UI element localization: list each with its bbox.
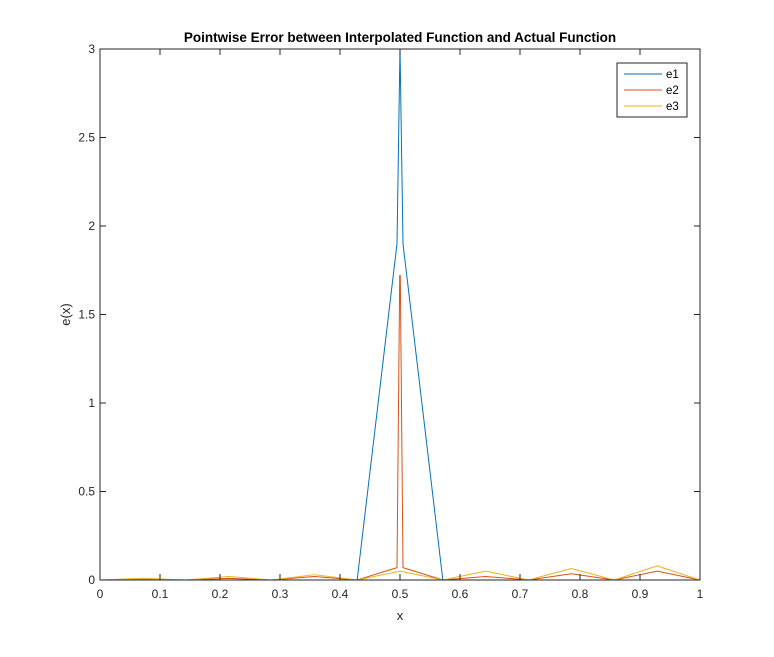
- x-tick-label: 0.3: [272, 587, 289, 601]
- y-axis-label: e(x): [58, 303, 73, 325]
- x-tick-label: 0.4: [332, 587, 349, 601]
- plot-area: [100, 49, 700, 580]
- x-tick-label: 0.5: [392, 587, 409, 601]
- x-tick-label: 0.6: [452, 587, 469, 601]
- y-tick-label: 0.5: [78, 485, 95, 499]
- y-tick-label: 1.5: [78, 308, 95, 322]
- x-tick-label: 0: [97, 587, 104, 601]
- x-tick-label: 1: [697, 587, 704, 601]
- x-tick-label: 0.7: [512, 587, 529, 601]
- x-axis-label: x: [397, 608, 404, 623]
- y-tick-label: 1: [88, 396, 95, 410]
- y-tick-label: 3: [88, 42, 95, 56]
- y-tick-label: 0: [88, 573, 95, 587]
- x-tick-label: 0.1: [152, 587, 169, 601]
- legend-label-e2: e2: [666, 85, 679, 97]
- legend-label-e3: e3: [666, 101, 679, 113]
- chart-title: Pointwise Error between Interpolated Fun…: [184, 30, 616, 45]
- x-tick-label: 0.9: [632, 587, 649, 601]
- x-tick-label: 0.8: [572, 587, 589, 601]
- legend: e1 e2 e3: [616, 62, 688, 118]
- series-line-e3: [99, 565, 701, 581]
- legend-label-e1: e1: [666, 69, 679, 81]
- y-tick-label: 2: [88, 219, 95, 233]
- tick-layer: 0 0.1 0.2 0.3 0.4 0.5 0.6 0.7 0.8 0.9 1 0 0.5 1 1.5 2 2.…: [78, 42, 703, 601]
- x-tick-label: 0.2: [212, 587, 229, 601]
- y-tick-label: 2.5: [78, 131, 95, 145]
- series-line-e2: [99, 275, 701, 581]
